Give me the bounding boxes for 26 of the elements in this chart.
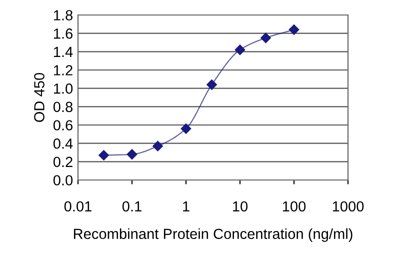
x-tick-label: 10 bbox=[233, 201, 248, 212]
y-tick-label: 0.0 bbox=[53, 175, 73, 186]
point bbox=[180, 124, 192, 134]
point bbox=[288, 24, 300, 35]
y-tick-label: 1.8 bbox=[54, 10, 73, 20]
x-tick-label: 0.1 bbox=[122, 201, 142, 212]
point bbox=[126, 149, 138, 160]
x-tick-label: 1 bbox=[183, 201, 190, 212]
y-tick-label: 0.4 bbox=[53, 138, 73, 149]
y-axis-title: OD 450 bbox=[34, 72, 44, 122]
x-axis-title: Recombinant Protein Concentration (ng/ml) bbox=[74, 228, 352, 242]
point bbox=[206, 80, 217, 90]
point bbox=[98, 150, 109, 160]
y-tick-label: 1.0 bbox=[54, 83, 73, 94]
y-tick-label: 1.6 bbox=[54, 28, 72, 39]
x-tick-label: 0.01 bbox=[64, 201, 92, 212]
x-tick-label: 100 bbox=[282, 201, 306, 212]
point bbox=[260, 32, 271, 44]
x-tick-label: 1000 bbox=[332, 201, 364, 212]
y-tick-label: 0.2 bbox=[53, 156, 72, 168]
point bbox=[234, 44, 246, 55]
point bbox=[152, 140, 163, 152]
y-tick-label: 0.8 bbox=[53, 102, 73, 112]
y-tick-label: 1.4 bbox=[54, 46, 73, 57]
y-tick-label: 1.2 bbox=[54, 65, 72, 76]
y-tick-label: 0.6 bbox=[53, 120, 72, 130]
